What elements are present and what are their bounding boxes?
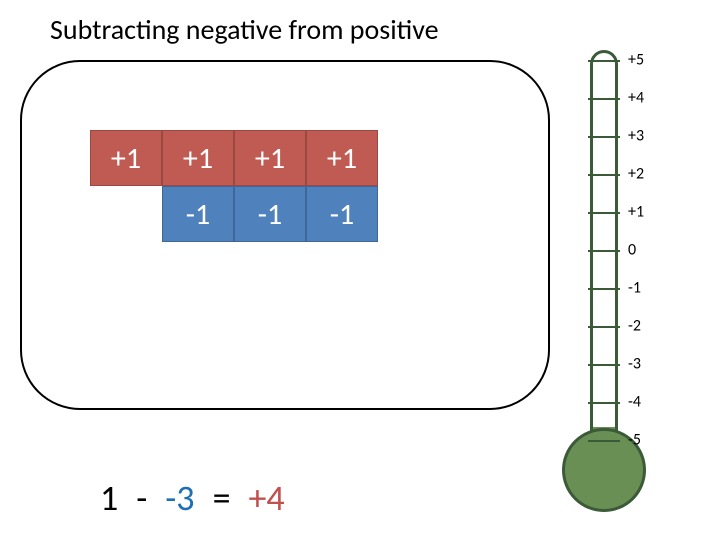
thermo-tick-label: -4 (628, 393, 641, 412)
tile-negative: -1 (306, 186, 378, 242)
thermo-tick (588, 402, 620, 404)
thermo-tick-label: +1 (628, 203, 644, 222)
thermometer: +5 +4 +3 +2 +1 0 -1 -2 -3 -4 -5 (570, 50, 690, 520)
thermo-tick-label: -5 (628, 431, 641, 450)
tile-positive: +1 (306, 130, 378, 186)
tile-positive: +1 (234, 130, 306, 186)
thermo-tick (588, 326, 620, 328)
thermo-tick (588, 174, 620, 176)
tile-empty (90, 186, 162, 242)
equation-subtrahend: -3 (165, 476, 194, 520)
equation-equals: = (213, 476, 231, 520)
thermo-tick (588, 250, 620, 252)
thermo-tick-label: +3 (628, 127, 644, 146)
thermo-tick-label: 0 (628, 241, 636, 260)
tile-row: -1-1-1 (90, 186, 378, 242)
tile-positive: +1 (162, 130, 234, 186)
tile-negative: -1 (162, 186, 234, 242)
thermo-tick-label: -3 (628, 355, 641, 374)
tile-grid: +1+1+1+1-1-1-1 (90, 130, 378, 242)
thermo-tick (588, 364, 620, 366)
equation: 1 - -3 = +4 (100, 476, 285, 520)
tile-positive: +1 (90, 130, 162, 186)
tile-row: +1+1+1+1 (90, 130, 378, 186)
equation-minuend: 1 (100, 476, 118, 520)
tile-negative: -1 (234, 186, 306, 242)
thermo-tick (588, 136, 620, 138)
thermo-tick-label: +4 (628, 89, 644, 108)
thermo-tick-label: -1 (628, 279, 641, 298)
thermo-tick (588, 212, 620, 214)
thermo-tick (588, 60, 620, 62)
equation-result: +4 (249, 476, 285, 520)
equation-operator: - (136, 476, 147, 520)
thermo-tick (588, 440, 620, 442)
slide-title: Subtracting negative from positive (50, 12, 439, 47)
thermo-tick-label: +2 (628, 165, 644, 184)
thermo-tick-label: -2 (628, 317, 641, 336)
thermo-tick-label: +5 (628, 51, 644, 70)
thermo-tick (588, 288, 620, 290)
thermo-tick (588, 98, 620, 100)
